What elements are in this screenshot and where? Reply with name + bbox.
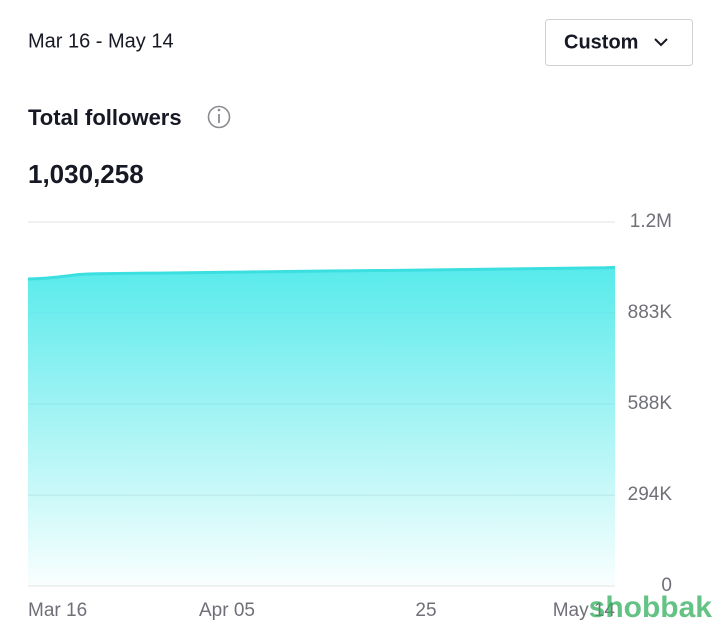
button-label[interactable]: Custom bbox=[564, 31, 638, 53]
custom-button[interactable]: Custom bbox=[545, 19, 693, 66]
y-tick-label: 0 bbox=[661, 575, 672, 596]
info-circle[interactable] bbox=[207, 105, 231, 129]
watermark: shobbak bbox=[589, 591, 713, 624]
x-tick-label: Mar 16 bbox=[28, 600, 87, 621]
x-tick-label: Apr 05 bbox=[199, 600, 255, 621]
y-tick-label: 1.2M bbox=[630, 211, 672, 232]
info-dot[interactable] bbox=[217, 108, 221, 112]
area-line bbox=[27, 265, 616, 281]
x-tick-label: 25 bbox=[415, 600, 436, 621]
chevron[interactable] bbox=[654, 38, 668, 47]
x-tick-label: May 14 bbox=[553, 600, 616, 621]
button-frame[interactable] bbox=[545, 19, 693, 66]
y-tick-label: 588K bbox=[628, 393, 673, 414]
plot: 0 294K 588K 883K 1.2M Mar 16 Apr 05 25 May 14 bbox=[27, 211, 673, 621]
info-icon[interactable] bbox=[207, 105, 231, 129]
y-tick-label: 883K bbox=[628, 302, 673, 323]
metric-value: 1,030,258 bbox=[28, 159, 144, 189]
area-fill bbox=[28, 267, 615, 586]
date-range: Mar 16 - May 14 bbox=[28, 30, 174, 52]
metric-label: Total followers bbox=[28, 105, 182, 130]
y-tick-label: 294K bbox=[628, 484, 673, 505]
